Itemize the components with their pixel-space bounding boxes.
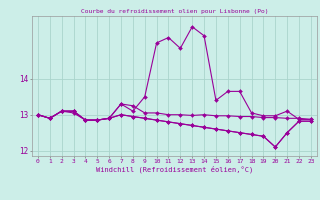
Title: Courbe du refroidissement olien pour Lisbonne (Po): Courbe du refroidissement olien pour Lis… — [81, 9, 268, 14]
X-axis label: Windchill (Refroidissement éolien,°C): Windchill (Refroidissement éolien,°C) — [96, 166, 253, 173]
